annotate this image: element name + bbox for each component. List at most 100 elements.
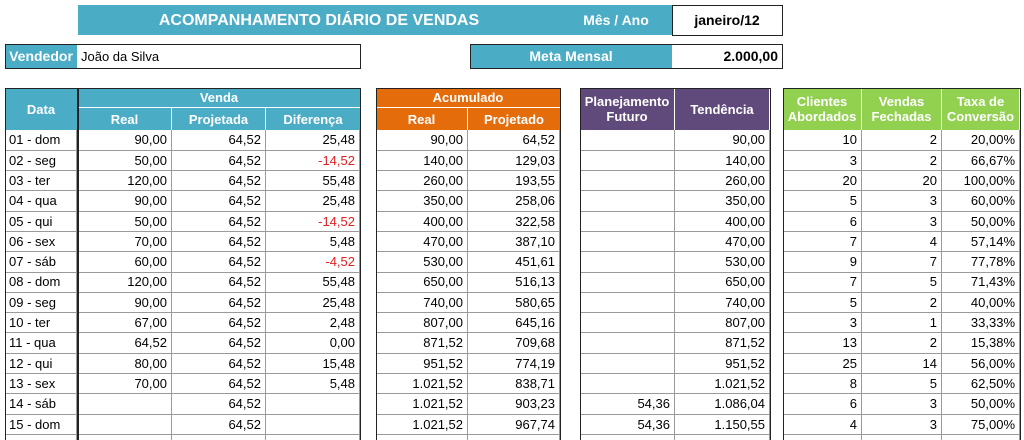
cell: 2	[862, 333, 942, 354]
cell: 10	[783, 130, 862, 151]
cell: 1.021,52	[376, 393, 468, 415]
cell: 64,52	[172, 292, 266, 314]
cell: 64,52	[172, 333, 266, 354]
cell	[580, 353, 675, 375]
cell: 871,52	[376, 333, 468, 354]
cell: 530,00	[675, 251, 770, 273]
cell: 580,65	[468, 292, 560, 314]
column-header: Real	[78, 108, 172, 130]
cell	[580, 292, 675, 314]
cell: 350,00	[376, 190, 468, 212]
cell: 60,00	[78, 251, 172, 273]
cell: 871,52	[675, 333, 770, 354]
goal-label: Meta Mensal	[470, 44, 672, 68]
cell: 645,16	[468, 312, 560, 334]
cell: 05 - qui	[5, 211, 77, 232]
cell: 951,52	[376, 353, 468, 375]
cell: 2	[862, 150, 942, 172]
cell: 530,00	[376, 251, 468, 273]
cell: 740,00	[675, 292, 770, 314]
cell: 807,00	[376, 312, 468, 334]
group-header: Acumulado	[376, 88, 560, 108]
cell: 2	[862, 292, 942, 314]
cell: 120,00	[78, 170, 172, 192]
date-header: Data	[5, 88, 77, 130]
cell: 50,00%	[942, 393, 1020, 415]
cell: 57,14%	[942, 231, 1020, 253]
cell: 14	[862, 353, 942, 375]
cell	[942, 434, 1020, 440]
cell: 25,48	[266, 130, 360, 151]
month: janeiro/12	[694, 12, 760, 28]
cell: 1.021,52	[675, 373, 770, 395]
cell: 04 - qua	[5, 190, 77, 212]
cell: 64,52	[172, 211, 266, 232]
cell	[78, 393, 172, 415]
cell: 400,00	[376, 211, 468, 232]
column-header: Tendência	[675, 88, 770, 130]
cell: 1.021,52	[376, 414, 468, 435]
cell: 56,00%	[942, 353, 1020, 375]
cell: 3	[862, 190, 942, 212]
cell: 140,00	[675, 150, 770, 172]
cell	[266, 393, 360, 415]
cell	[468, 434, 560, 440]
cell: 2,48	[266, 312, 360, 334]
cell: 64,52	[172, 272, 266, 293]
cell: 15,48	[266, 353, 360, 375]
cell	[580, 272, 675, 293]
cell: 64,52	[172, 150, 266, 172]
cell: 90,00	[675, 130, 770, 151]
cell: 01 - dom	[5, 130, 77, 151]
cell	[580, 190, 675, 212]
cell: 64,52	[172, 414, 266, 435]
cell: 650,00	[675, 272, 770, 293]
cell	[580, 312, 675, 334]
cell	[783, 434, 862, 440]
cell: 40,00%	[942, 292, 1020, 314]
cell	[5, 434, 77, 440]
column-header: Clientes Abordados	[783, 88, 862, 130]
cell: 70,00	[78, 373, 172, 395]
cell: 516,13	[468, 272, 560, 293]
cell: 20	[862, 170, 942, 192]
cell: 54,36	[580, 393, 675, 415]
month-label: Mês / Ano	[560, 5, 672, 35]
cell: 650,00	[376, 272, 468, 293]
cell: 8	[783, 373, 862, 395]
cell: 25,48	[266, 292, 360, 314]
cell: 10 - ter	[5, 312, 77, 334]
cell: 967,74	[468, 414, 560, 435]
cell: 1.021,52	[376, 373, 468, 395]
cell: 14 - sáb	[5, 393, 77, 415]
cell: 4	[862, 231, 942, 253]
cell: 55,48	[266, 170, 360, 192]
cell: 740,00	[376, 292, 468, 314]
cell: 3	[862, 393, 942, 415]
cell	[580, 231, 675, 253]
cell: 08 - dom	[5, 272, 77, 293]
cell: 7	[783, 231, 862, 253]
cell: 129,03	[468, 150, 560, 172]
cell: 50,00	[78, 211, 172, 232]
cell: 54,36	[580, 414, 675, 435]
cell: 3	[783, 150, 862, 172]
cell: 1.086,04	[675, 393, 770, 415]
cell: 258,06	[468, 190, 560, 212]
column-header: Planejamento Futuro	[580, 88, 675, 130]
cell: 80,00	[78, 353, 172, 375]
cell: 451,61	[468, 251, 560, 273]
cell: 322,58	[468, 211, 560, 232]
cell: 838,71	[468, 373, 560, 395]
cell	[580, 251, 675, 273]
cell: 11 - qua	[5, 333, 77, 354]
cell: 13 - sex	[5, 373, 77, 395]
cell	[172, 434, 266, 440]
cell: 64,52	[172, 373, 266, 395]
cell: 09 - seg	[5, 292, 77, 314]
cell: 193,55	[468, 170, 560, 192]
cell: 64,52	[172, 190, 266, 212]
cell: 07 - sáb	[5, 251, 77, 273]
cell: 260,00	[675, 170, 770, 192]
